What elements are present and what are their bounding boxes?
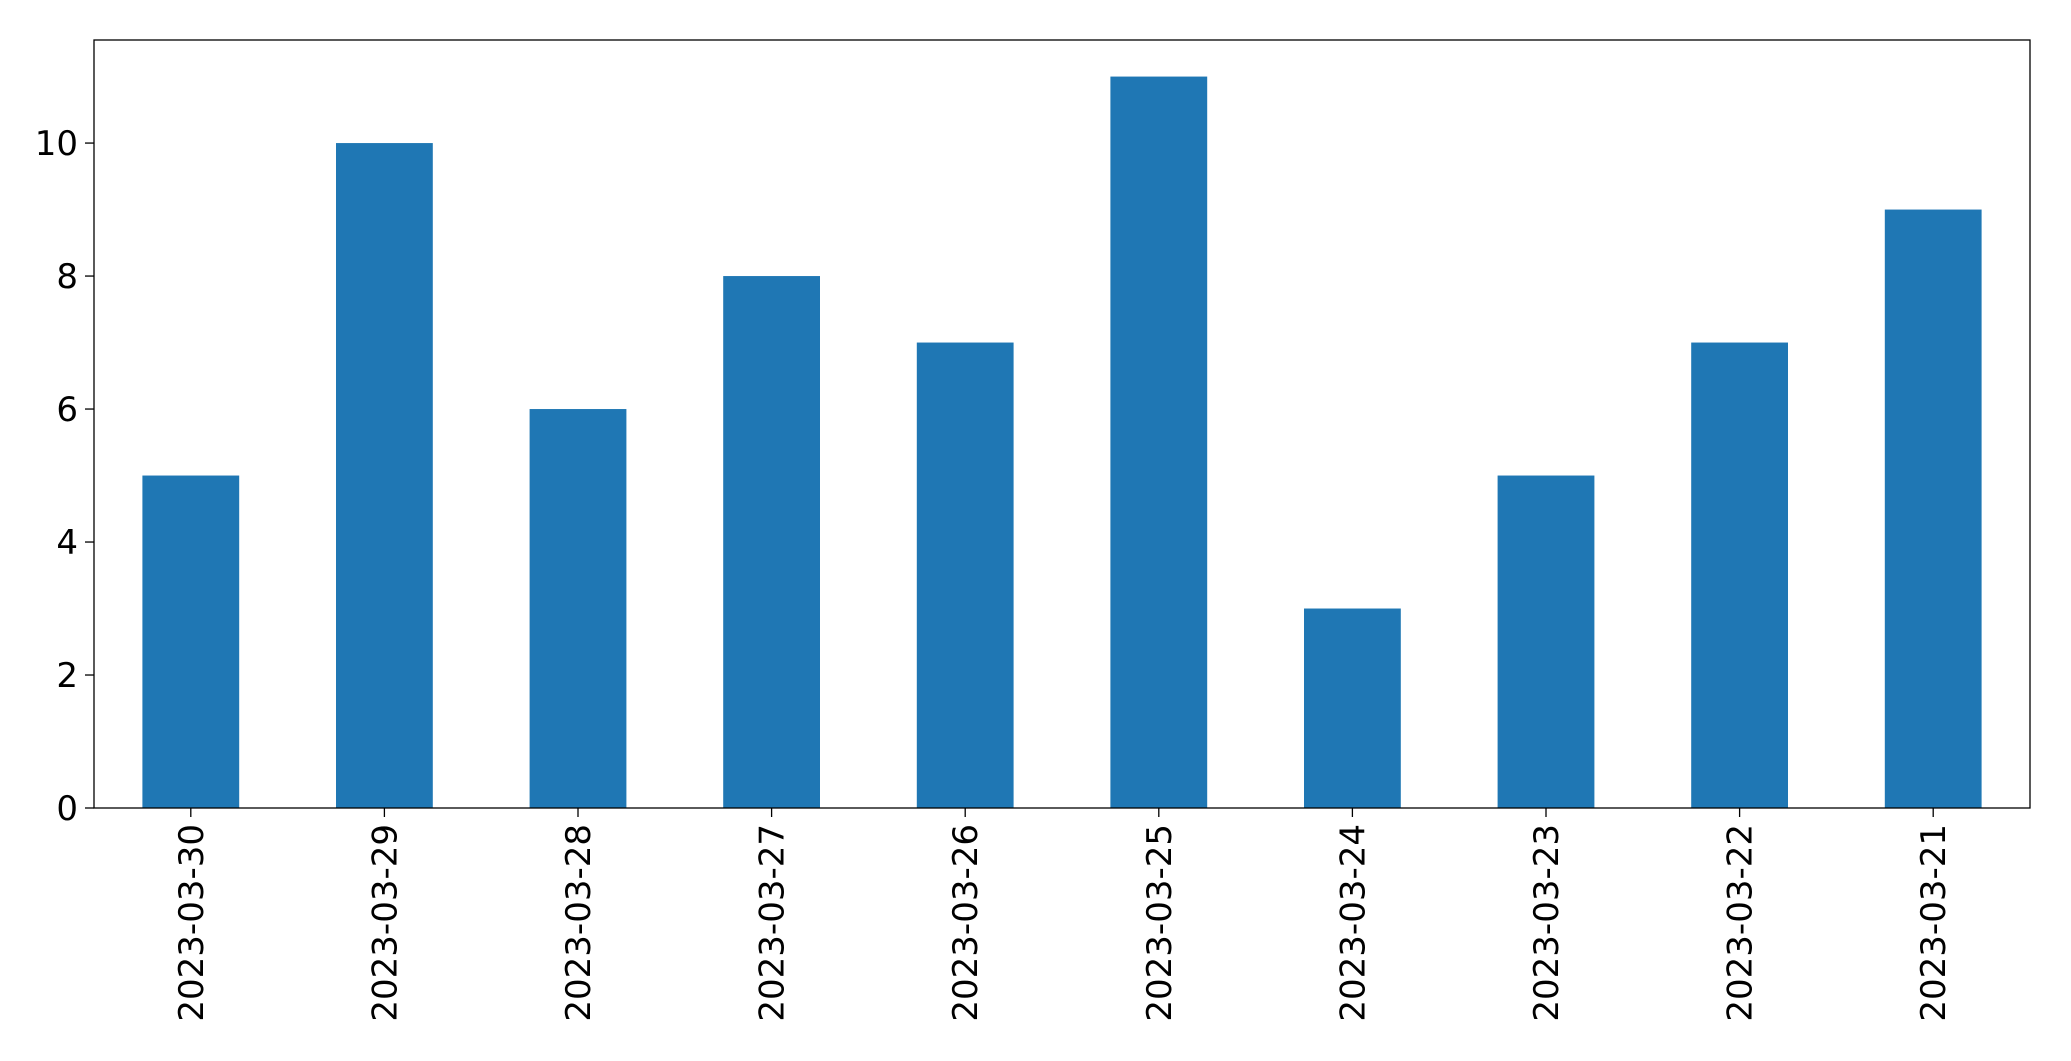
bar	[1691, 342, 1788, 808]
x-tick-label: 2023-03-24	[1333, 824, 1373, 1022]
y-tick-label: 8	[56, 257, 78, 297]
x-tick-label: 2023-03-29	[365, 824, 405, 1022]
bar	[142, 475, 240, 808]
x-tick-label: 2023-03-25	[1140, 824, 1180, 1022]
bar	[1497, 475, 1595, 808]
bar	[1304, 608, 1401, 808]
x-tick-label: 2023-03-28	[559, 824, 599, 1022]
y-tick-label: 2	[56, 656, 78, 696]
bar	[529, 409, 627, 808]
bar	[1884, 209, 1982, 808]
x-tick-label: 2023-03-30	[172, 824, 212, 1022]
bar	[1110, 76, 1208, 809]
y-tick-label: 0	[56, 789, 78, 829]
plot-frame	[93, 39, 2031, 809]
y-tick-label: 10	[35, 124, 78, 164]
x-tick-label: 2023-03-22	[1721, 824, 1761, 1022]
x-tick-label: 2023-03-23	[1527, 824, 1567, 1022]
y-tick-label: 4	[56, 523, 78, 563]
bar	[336, 143, 433, 808]
x-tick-label: 2023-03-26	[946, 824, 986, 1022]
x-tick-label: 2023-03-21	[1914, 824, 1954, 1022]
x-tick-label: 2023-03-27	[753, 824, 793, 1022]
bar	[723, 276, 820, 808]
y-tick-label: 6	[56, 390, 78, 430]
bar	[916, 342, 1014, 808]
